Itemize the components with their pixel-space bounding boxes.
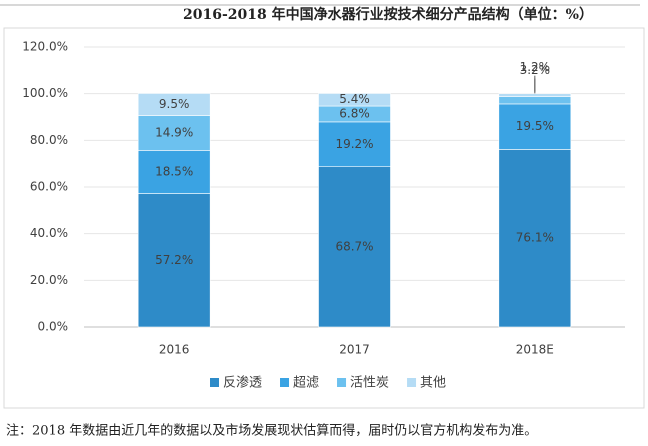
- legend-marker: [337, 378, 347, 387]
- y-tick-label: 40.0%: [30, 226, 68, 240]
- x-tick-label: 2017: [339, 343, 370, 357]
- value-label: 5.4%: [339, 92, 370, 106]
- value-label: 18.5%: [155, 164, 193, 178]
- legend-label: 超滤: [293, 376, 319, 391]
- legend-label: 反渗透: [223, 376, 262, 391]
- x-tick-label: 2018E: [516, 343, 554, 357]
- y-tick-label: 120.0%: [22, 40, 68, 54]
- chart-frame: [3, 27, 645, 409]
- legend-marker: [407, 378, 417, 387]
- value-label: 19.5%: [516, 119, 554, 133]
- value-label: 57.2%: [155, 253, 193, 267]
- value-label: 14.9%: [155, 125, 193, 139]
- value-label: 68.7%: [335, 239, 373, 253]
- y-tick-label: 60.0%: [30, 180, 68, 194]
- legend-label: 其他: [420, 376, 446, 391]
- note: 注：2018 年数据由近几年的数据以及市场发展现状估算而得，届时仍以官方机构发布…: [6, 423, 537, 439]
- bar-segment: [498, 103, 572, 150]
- y-tick-label: 80.0%: [30, 133, 68, 147]
- bar-segment: [137, 193, 211, 328]
- chart-title: 2016-2018 年中国净水器行业按技术细分产品结构（单位：%）: [183, 6, 593, 23]
- bar-segment: [498, 149, 572, 328]
- value-label: 1.2%: [520, 60, 551, 74]
- bar-segment: [318, 166, 391, 328]
- value-label: 9.5%: [159, 97, 190, 111]
- legend-label: 活性炭: [350, 376, 389, 391]
- bar-segment: [318, 93, 391, 107]
- y-tick-label: 20.0%: [30, 273, 68, 287]
- y-tick-label: 0.0%: [38, 320, 69, 334]
- value-label: 19.2%: [335, 137, 373, 151]
- bar-segment: [498, 93, 572, 97]
- legend-marker: [210, 378, 219, 387]
- x-tick-label: 2016: [159, 343, 190, 357]
- bar-segment: [498, 96, 572, 105]
- bar-segment: [137, 93, 211, 116]
- value-label: 76.1%: [516, 231, 554, 245]
- y-tick-label: 100.0%: [22, 86, 68, 100]
- value-label: 6.8%: [339, 106, 370, 120]
- legend-marker: [280, 378, 290, 387]
- value-label: 3.2%: [520, 63, 551, 77]
